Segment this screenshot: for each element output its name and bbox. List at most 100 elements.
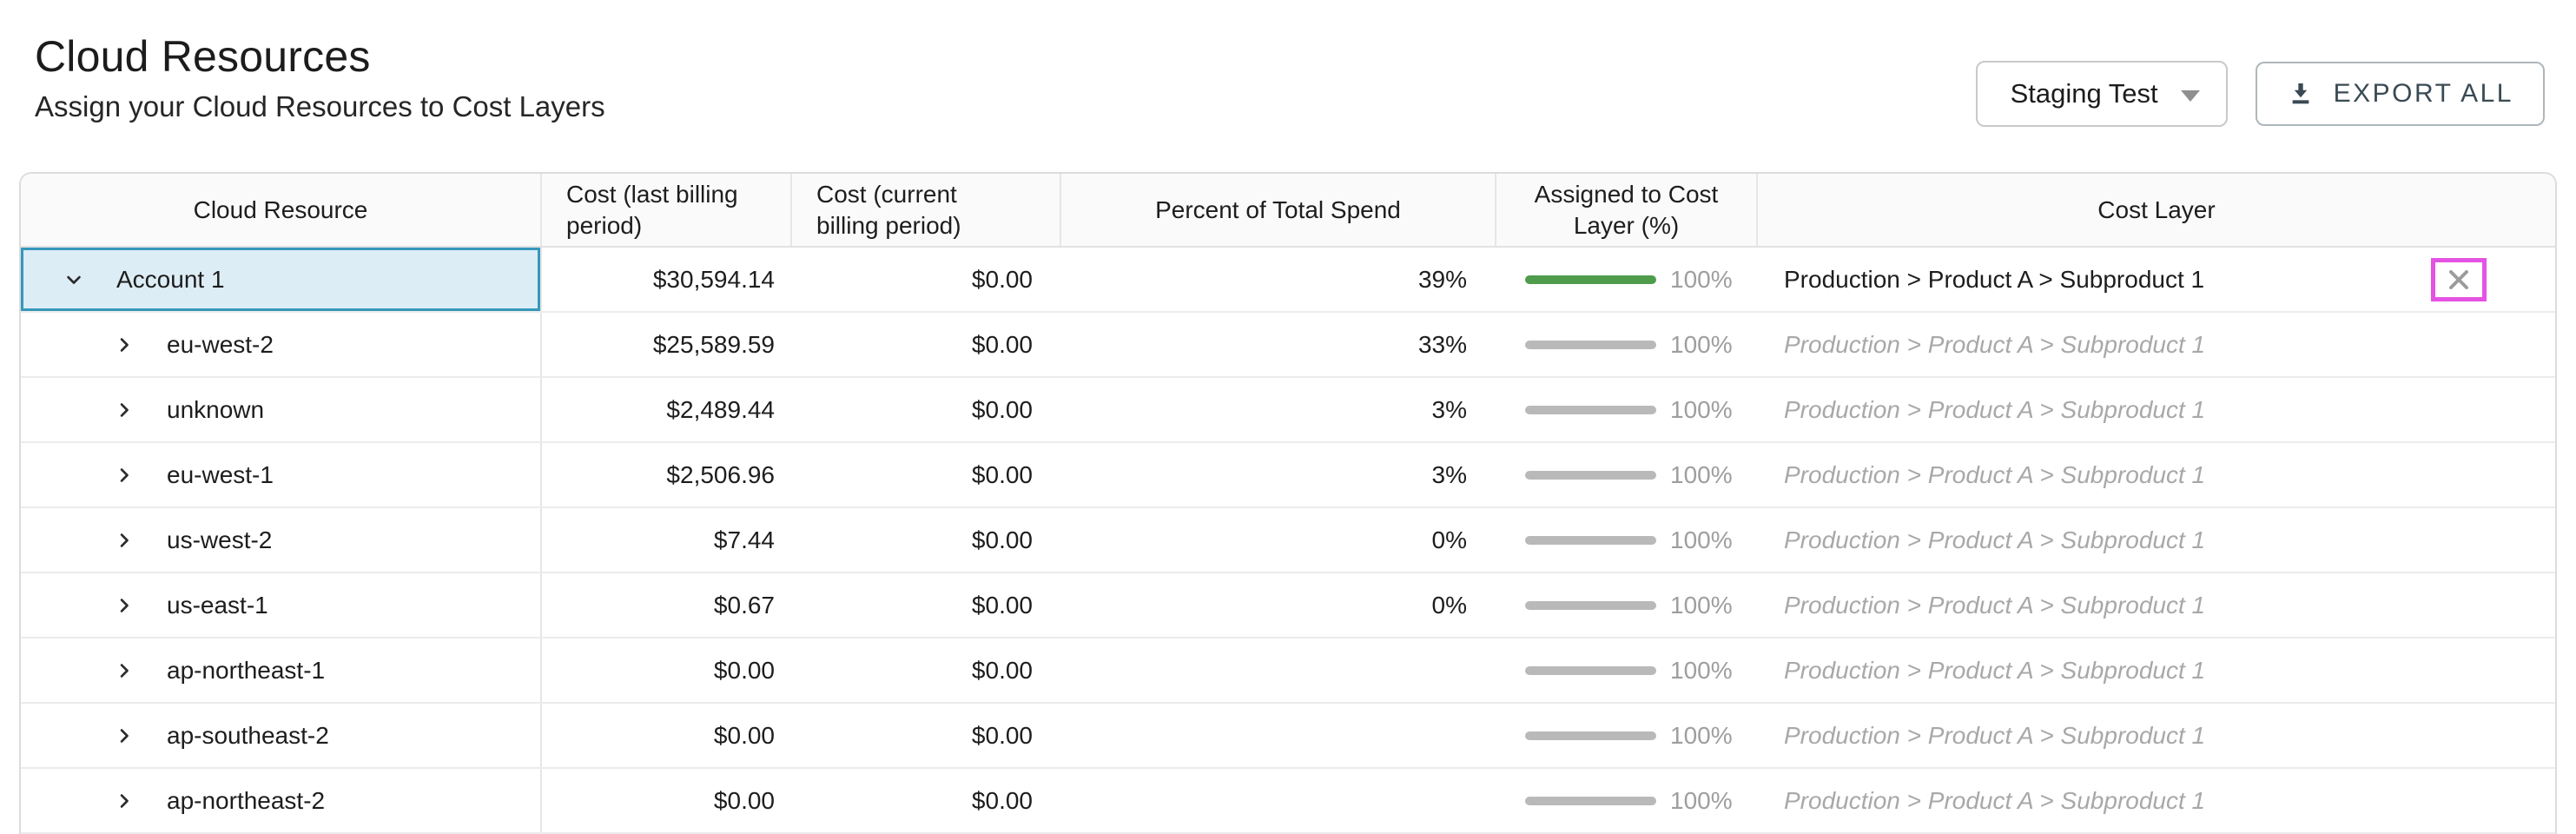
column-header-assigned-to-cost-layer[interactable]: Assigned to Cost Layer (%) (1496, 174, 1758, 246)
resource-cell[interactable]: Account 1 (21, 248, 542, 311)
resource-cell[interactable]: ap-northeast-1 (21, 639, 542, 702)
chevron-right-icon[interactable] (111, 723, 137, 749)
cost-layer-cell: Production > Product A > Subproduct 1 (1758, 508, 2555, 572)
column-header-cost-last-billing-period[interactable]: Cost (last billing period) (542, 174, 792, 246)
column-header-cost-current-billing-period[interactable]: Cost (current billing period) (792, 174, 1061, 246)
assigned-to-cost-layer-cell: 100% (1496, 248, 1758, 311)
resource-name: eu-west-1 (167, 460, 274, 488)
column-header-cost-layer[interactable]: Cost Layer (1758, 174, 2555, 246)
percent-total-spend-cell (1061, 639, 1496, 702)
cost-layer-cell: Production > Product A > Subproduct 1 (1758, 443, 2555, 506)
cost-current-cell: $0.00 (971, 656, 1033, 684)
cost-layer-cell: Production > Product A > Subproduct 1 (1758, 313, 2555, 376)
column-header-percent-of-total-spend[interactable]: Percent of Total Spend (1061, 174, 1496, 246)
chevron-right-icon[interactable] (111, 788, 137, 814)
cost-layer-path: Production > Product A > Subproduct 1 (1784, 786, 2206, 814)
assigned-percent-label: 100% (1670, 786, 1733, 814)
cost-last-cell: $0.67 (713, 591, 775, 619)
resource-cell[interactable]: eu-west-2 (21, 313, 542, 376)
percent-total-spend-cell (1061, 769, 1496, 832)
assigned-progress-bar (1525, 665, 1656, 675)
assigned-to-cost-layer-cell: 100% (1496, 508, 1758, 572)
resource-cell[interactable]: ap-southeast-2 (21, 704, 542, 767)
cost-last-cell: $2,489.44 (666, 395, 775, 423)
column-header-label: Cost (current billing period) (816, 180, 961, 239)
cost-layer-path: Production > Product A > Subproduct 1 (1784, 265, 2205, 293)
cost-layer-path: Production > Product A > Subproduct 1 (1784, 395, 2206, 423)
cost-last-cell: $0.00 (713, 656, 775, 684)
resource-name: us-east-1 (167, 591, 268, 619)
cloud-resources-table: Cloud Resource Cost (last billing period)… (19, 172, 2557, 834)
clear-cost-layer-button[interactable] (2443, 264, 2474, 295)
cost-last-cell: $0.00 (713, 786, 775, 814)
table-row: us-west-2 $7.44 $0.00 0% 100% Production > Pr… (21, 508, 2555, 573)
toolbar: Staging Test EXPORT ALL (1975, 61, 2545, 127)
percent-total-spend-cell: 0% (1431, 526, 1467, 553)
resource-name: ap-northeast-1 (167, 656, 326, 684)
assigned-to-cost-layer-cell: 100% (1496, 573, 1758, 637)
assigned-progress-bar (1525, 405, 1656, 414)
column-header-label: Cloud Resource (193, 195, 368, 223)
resource-name: unknown (167, 395, 265, 423)
assigned-to-cost-layer-cell: 100% (1496, 639, 1758, 702)
page-subtitle: Assign your Cloud Resources to Cost Laye… (35, 90, 605, 122)
chevron-right-icon[interactable] (111, 527, 137, 553)
cost-current-cell: $0.00 (971, 721, 1033, 749)
chevron-down-icon[interactable] (61, 267, 87, 293)
resource-cell[interactable]: eu-west-1 (21, 443, 542, 506)
table-row: ap-northeast-2 $0.00 $0.00 100% Production >… (21, 769, 2555, 834)
assigned-percent-label: 100% (1670, 721, 1733, 749)
chevron-right-icon[interactable] (111, 332, 137, 358)
cost-layer-path: Production > Product A > Subproduct 1 (1784, 721, 2206, 749)
resource-name: Account 1 (116, 265, 225, 293)
chevron-right-icon[interactable] (111, 592, 137, 619)
table-row: ap-northeast-1 $0.00 $0.00 100% Production >… (21, 639, 2555, 704)
column-header-label: Cost Layer (2097, 195, 2216, 223)
cost-layer-cell: Production > Product A > Subproduct 1 (1758, 769, 2555, 832)
chevron-right-icon[interactable] (111, 658, 137, 684)
assigned-progress-bar (1525, 535, 1656, 545)
cost-layer-path: Production > Product A > Subproduct 1 (1784, 656, 2206, 684)
environment-selector[interactable]: Staging Test (1975, 61, 2228, 127)
table-body: Account 1 $30,594.14 $0.00 39% 100% Productio… (21, 248, 2555, 834)
cost-layer-path: Production > Product A > Subproduct 1 (1784, 330, 2206, 358)
cost-current-cell: $0.00 (971, 395, 1033, 423)
chevron-right-icon[interactable] (111, 462, 137, 488)
cost-layer-cell: Production > Product A > Subproduct 1 (1758, 378, 2555, 441)
cost-last-cell: $0.00 (713, 721, 775, 749)
column-header-label: Assigned to Cost Layer (%) (1534, 180, 1719, 239)
assigned-percent-label: 100% (1670, 526, 1733, 553)
resource-cell[interactable]: unknown (21, 378, 542, 441)
column-header-label: Cost (last billing period) (566, 180, 738, 239)
percent-total-spend-cell: 39% (1417, 265, 1467, 293)
page-title: Cloud Resources (35, 32, 371, 81)
cost-current-cell: $0.00 (971, 591, 1033, 619)
assigned-progress-bar (1525, 796, 1656, 805)
percent-total-spend-cell: 3% (1431, 395, 1467, 423)
assigned-percent-label: 100% (1670, 460, 1733, 488)
table-header-row: Cloud Resource Cost (last billing period)… (21, 174, 2555, 248)
resource-cell[interactable]: us-west-2 (21, 508, 542, 572)
assigned-percent-label: 100% (1670, 591, 1733, 619)
environment-selector-value: Staging Test (2010, 78, 2158, 109)
assigned-to-cost-layer-cell: 100% (1496, 378, 1758, 441)
assigned-to-cost-layer-cell: 100% (1496, 313, 1758, 376)
cost-layer-cell: Production > Product A > Subproduct 1 (1758, 704, 2555, 767)
table-row: ap-southeast-2 $0.00 $0.00 100% Production >… (21, 704, 2555, 769)
resource-cell[interactable]: us-east-1 (21, 573, 542, 637)
assigned-progress-bar (1525, 340, 1656, 349)
percent-total-spend-cell (1061, 704, 1496, 767)
cost-current-cell: $0.00 (971, 526, 1033, 553)
cost-current-cell: $0.00 (971, 330, 1033, 358)
cost-last-cell: $7.44 (713, 526, 775, 553)
column-header-label: Percent of Total Spend (1155, 195, 1401, 223)
export-all-button[interactable]: EXPORT ALL (2255, 62, 2545, 126)
cost-layer-cell: Production > Product A > Subproduct 1 (1758, 248, 2555, 311)
assigned-progress-bar (1525, 600, 1656, 610)
x-icon (2443, 264, 2474, 295)
chevron-right-icon[interactable] (111, 397, 137, 423)
column-header-cloud-resource[interactable]: Cloud Resource (21, 174, 542, 246)
assigned-progress-bar (1525, 470, 1656, 480)
assigned-to-cost-layer-cell: 100% (1496, 704, 1758, 767)
resource-cell[interactable]: ap-northeast-2 (21, 769, 542, 832)
